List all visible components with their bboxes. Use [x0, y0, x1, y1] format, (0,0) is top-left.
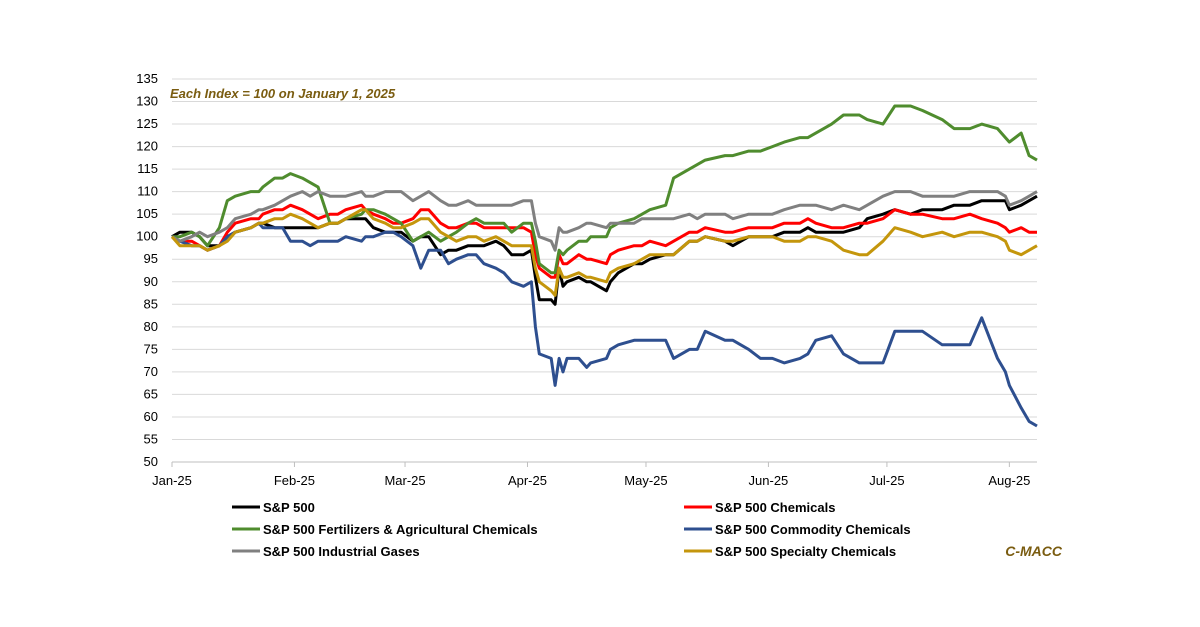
legend-label: S&P 500 Chemicals	[715, 500, 835, 515]
y-tick-label: 100	[136, 229, 158, 244]
y-tick-label: 95	[144, 251, 158, 266]
x-tick-label: Jan-25	[152, 473, 192, 488]
y-tick-label: 75	[144, 341, 158, 356]
y-tick-label: 135	[136, 71, 158, 86]
series-lines	[170, 104, 1038, 428]
x-tick-label: May-25	[624, 473, 667, 488]
y-tick-label: 115	[137, 161, 158, 176]
y-tick-label: 110	[137, 184, 158, 199]
gridlines	[172, 78, 1037, 440]
legend: S&P 500 S&P 500 Chemicals S&P 500 Fertiliz…	[232, 500, 911, 559]
y-tick-label: 120	[136, 139, 158, 154]
legend-label: S&P 500 Industrial Gases	[263, 544, 420, 559]
x-tick-label: Jun-25	[749, 473, 789, 488]
y-tick-label: 50	[144, 454, 158, 469]
y-tick-label: 105	[136, 206, 158, 221]
y-tick-label: 125	[136, 116, 158, 131]
y-tick-label: 60	[144, 409, 158, 424]
x-tick-label: Apr-25	[508, 473, 547, 488]
y-tick-label: 55	[144, 431, 158, 446]
source-label: C-MACC	[1005, 543, 1063, 559]
y-axis-ticks: 50 55 60 65 70 75 80 85 90 95 100 105 110 115 120 125 13…	[136, 71, 158, 469]
y-tick-label: 80	[144, 319, 158, 334]
y-tick-label: 65	[144, 386, 158, 401]
series-line-4	[171, 221, 1038, 428]
x-tick-label: Aug-25	[988, 473, 1030, 488]
y-tick-label: 90	[144, 274, 158, 289]
legend-label: S&P 500 Specialty Chemicals	[715, 544, 896, 559]
y-tick-label: 70	[144, 364, 158, 379]
y-tick-label: 85	[144, 296, 158, 311]
legend-label: S&P 500 Commodity Chemicals	[715, 522, 911, 537]
legend-label: S&P 500 Fertilizers & Agricultural Chemi…	[263, 522, 538, 537]
series-line-6	[170, 208, 1038, 297]
x-tick-label: Jul-25	[869, 473, 904, 488]
x-axis-ticks: Jan-25 Feb-25 Mar-25 Apr-25 May-25 Jun-25 Jul-…	[152, 462, 1030, 488]
legend-label: S&P 500	[263, 500, 315, 515]
x-tick-label: Mar-25	[384, 473, 425, 488]
chart-annotation: Each Index = 100 on January 1, 2025	[170, 86, 396, 101]
y-tick-label: 130	[136, 94, 158, 109]
series-line-5	[171, 190, 1038, 252]
series-line-3	[172, 104, 1038, 275]
x-tick-label: Feb-25	[274, 473, 315, 488]
